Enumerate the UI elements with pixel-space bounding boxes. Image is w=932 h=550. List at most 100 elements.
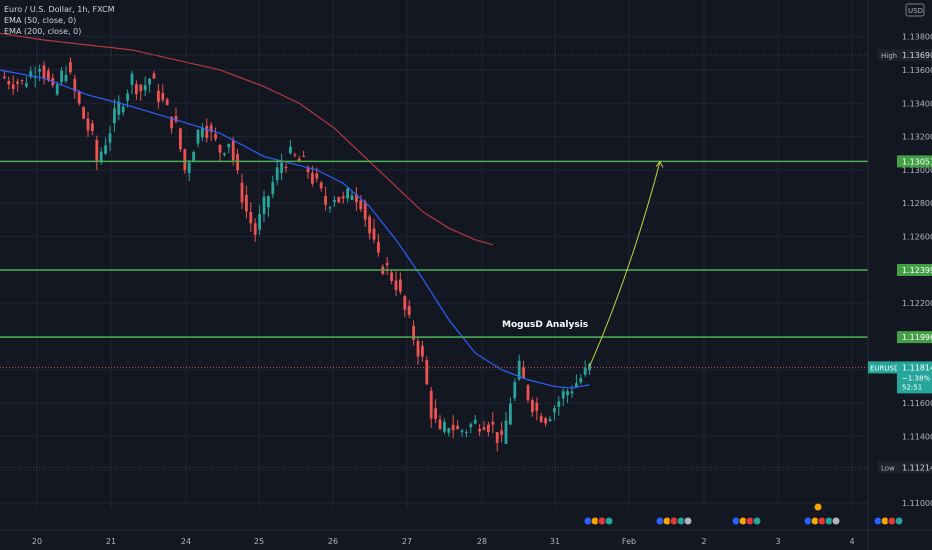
y-tick-label: 1.12200 — [902, 299, 932, 308]
x-tick-label: 24 — [181, 537, 191, 546]
candle — [557, 396, 561, 416]
candle-body — [341, 196, 345, 199]
candle — [513, 378, 517, 402]
candle-body — [91, 123, 94, 131]
candle — [170, 116, 173, 134]
candle — [469, 422, 473, 434]
y-tick-label: 1.11600 — [902, 399, 932, 408]
candle-body — [583, 367, 587, 375]
x-tick-label: 4 — [849, 537, 854, 546]
candle — [73, 74, 77, 99]
candle-body — [337, 196, 341, 203]
candle-body — [412, 325, 415, 340]
candle-body — [267, 196, 270, 208]
candle — [473, 414, 477, 425]
low-tag-bg — [878, 461, 897, 474]
y-tick-label: 1.12600 — [902, 233, 932, 242]
low-value-bg — [897, 461, 932, 474]
candle — [192, 150, 195, 162]
candle — [165, 97, 169, 106]
candle — [363, 199, 367, 227]
x-tick-label: 21 — [106, 537, 116, 546]
candle — [289, 140, 292, 155]
candle-body — [434, 408, 437, 419]
candle-body — [372, 228, 376, 240]
candle — [509, 397, 512, 426]
candle-body — [174, 115, 178, 122]
candle-body — [491, 421, 495, 425]
candle — [504, 411, 508, 445]
candle — [7, 76, 11, 90]
x-tick-label: 27 — [402, 537, 412, 546]
y-tick-label: 1.13600 — [902, 66, 932, 75]
candle — [179, 127, 182, 152]
candle-body — [69, 62, 72, 73]
candle — [319, 180, 323, 192]
candle — [495, 432, 499, 452]
candle — [570, 385, 574, 398]
candle-body — [363, 201, 367, 220]
candle — [548, 415, 552, 423]
x-tick-label: 31 — [550, 537, 560, 546]
candle-body — [38, 69, 41, 72]
candle — [117, 95, 121, 121]
candle — [465, 429, 468, 438]
candle-body — [249, 212, 253, 224]
x-tick-label: 26 — [328, 537, 338, 546]
candle — [482, 421, 486, 431]
candle — [297, 155, 301, 162]
candle-body — [377, 241, 380, 253]
candle-body — [64, 75, 68, 82]
economic-event-icon — [683, 516, 693, 526]
analysis-annotation: MogusD Analysis — [502, 320, 588, 330]
price-change: −1.38% — [902, 374, 930, 382]
candle-body — [179, 128, 182, 150]
candle — [11, 75, 15, 95]
candle-body — [429, 390, 433, 419]
candle-body — [535, 402, 539, 411]
candle — [91, 120, 94, 136]
candle — [20, 79, 24, 86]
candle — [209, 122, 213, 142]
x-tick-label: 25 — [254, 537, 264, 546]
candle-body — [240, 182, 244, 203]
candle — [456, 420, 459, 430]
candle-body — [108, 133, 112, 143]
candle-body — [522, 367, 525, 379]
candle-body — [311, 173, 314, 184]
candle — [575, 374, 578, 388]
ema50-line — [0, 69, 590, 389]
candle-body — [205, 125, 209, 139]
ema200-legend[interactable]: EMA (200, close, 0) — [4, 27, 82, 36]
x-tick-label: Feb — [622, 537, 636, 546]
candle — [60, 67, 63, 86]
candle-body — [399, 279, 402, 292]
x-tick-label: 3 — [775, 537, 780, 546]
candle — [350, 191, 354, 201]
candle-body — [82, 107, 85, 119]
candle — [16, 78, 19, 92]
ema50-legend[interactable]: EMA (50, close, 0) — [4, 16, 77, 25]
candle-body — [504, 420, 508, 444]
candle-body — [130, 73, 134, 85]
level-label-bg — [897, 331, 932, 344]
y-tick-label: 1.13400 — [902, 99, 932, 108]
candle-body — [447, 428, 451, 433]
candle-body — [588, 363, 591, 371]
candle — [372, 219, 376, 244]
y-tick-label: 1.11400 — [902, 432, 932, 441]
candle — [403, 294, 407, 317]
symbol-title[interactable]: Euro / U.S. Dollar, 1h, FXCM — [4, 5, 115, 14]
candle — [416, 337, 420, 365]
candle — [139, 83, 143, 102]
candle — [333, 195, 336, 208]
candle-body — [539, 416, 543, 423]
candle — [429, 386, 433, 428]
candle-body — [117, 101, 121, 115]
candle-body — [473, 419, 477, 424]
candle — [161, 84, 165, 103]
x-tick-label: 2 — [701, 537, 706, 546]
candle-body — [187, 162, 191, 174]
candle — [245, 185, 248, 219]
